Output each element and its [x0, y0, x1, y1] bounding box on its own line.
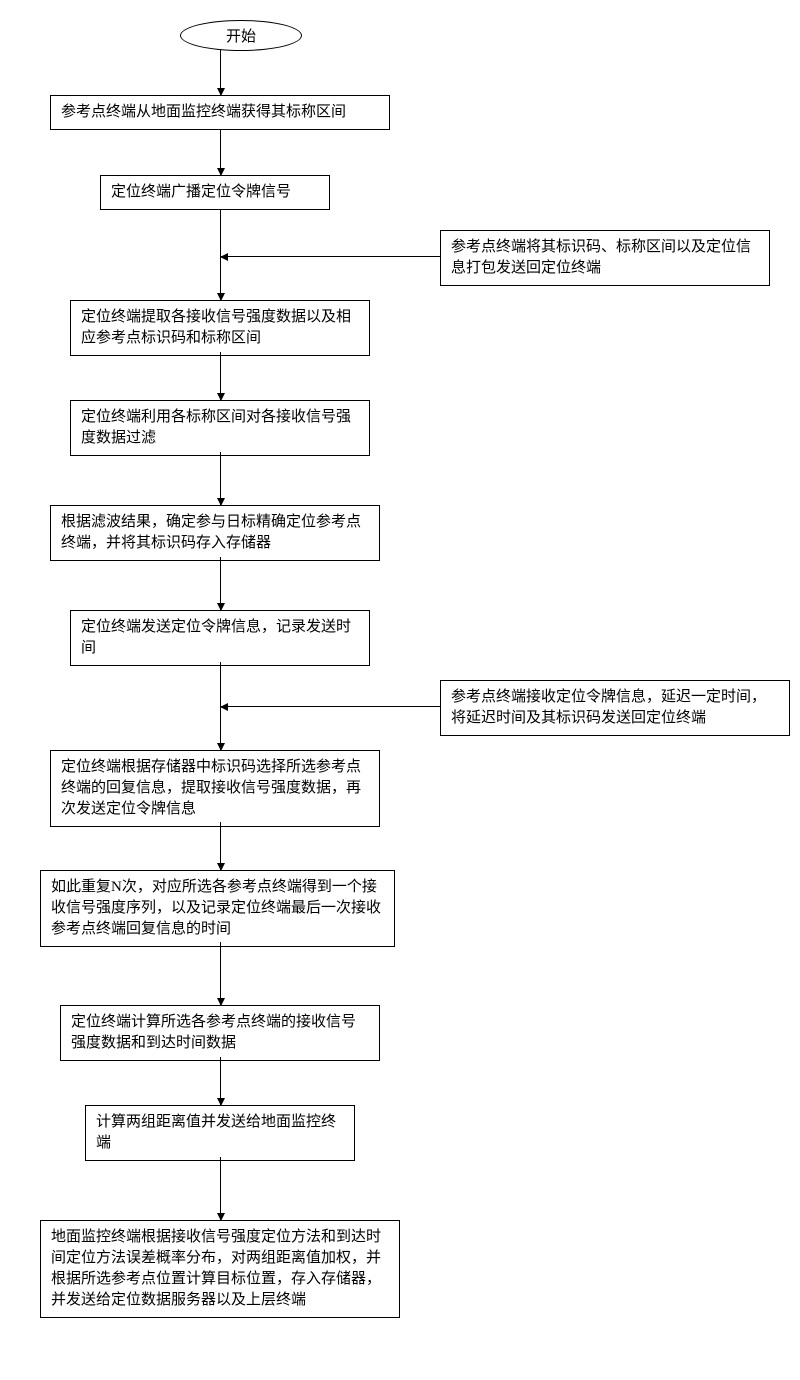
- flowchart-arrow-down: [220, 557, 221, 610]
- flowchart-start: 开始: [180, 20, 302, 51]
- flowchart-node-n5: 根据滤波结果，确定参与日标精确定位参考点终端，并将其标识码存入存储器: [50, 505, 380, 561]
- flowchart-arrow-down: [220, 1057, 221, 1105]
- flowchart-arrow-left: [221, 706, 440, 707]
- flowchart-arrow-left: [221, 256, 440, 257]
- flowchart-node-n2: 定位终端广播定位令牌信号: [100, 175, 330, 210]
- flowchart-node-n9: 定位终端计算所选各参考点终端的接收信号强度数据和到达时间数据: [60, 1005, 380, 1061]
- flowchart-node-n10: 计算两组距离值并发送给地面监控终端: [85, 1105, 355, 1161]
- flowchart-node-n11: 地面监控终端根据接收信号强度定位方法和到达时间定位方法误差概率分布，对两组距离值…: [40, 1220, 400, 1318]
- flowchart-node-n6: 定位终端发送定位令牌信息，记录发送时间: [70, 610, 370, 666]
- flowchart-node-side2: 参考点终端接收定位令牌信息，延迟一定时间，将延迟时间及其标识码发送回定位终端: [440, 680, 790, 736]
- flowchart-node-n8: 如此重复N次，对应所选各参考点终端得到一个接收信号强度序列，以及记录定位终端最后…: [40, 870, 395, 947]
- flowchart-arrow-down: [220, 822, 221, 870]
- flowchart-container: 开始参考点终端从地面监控终端获得其标称区间定位终端广播定位令牌信号参考点终端将其…: [40, 20, 800, 1360]
- flowchart-arrow-down: [220, 452, 221, 505]
- flowchart-arrow-down: [220, 942, 221, 1005]
- flowchart-arrow-down: [220, 1157, 221, 1220]
- flowchart-node-n3: 定位终端提取各接收信号强度数据以及相应参考点标识码和标称区间: [70, 300, 370, 356]
- flowchart-node-n1: 参考点终端从地面监控终端获得其标称区间: [50, 95, 390, 130]
- flowchart-node-n7: 定位终端根据存储器中标识码选择所选参考点终端的回复信息，提取接收信号强度数据，再…: [50, 750, 380, 827]
- flowchart-arrow-down: [220, 352, 221, 400]
- flowchart-node-n4: 定位终端利用各标称区间对各接收信号强度数据过滤: [70, 400, 370, 456]
- flowchart-arrow-down: [220, 129, 221, 175]
- flowchart-node-side1: 参考点终端将其标识码、标称区间以及定位信息打包发送回定位终端: [440, 230, 770, 286]
- flowchart-arrow-down: [220, 50, 221, 95]
